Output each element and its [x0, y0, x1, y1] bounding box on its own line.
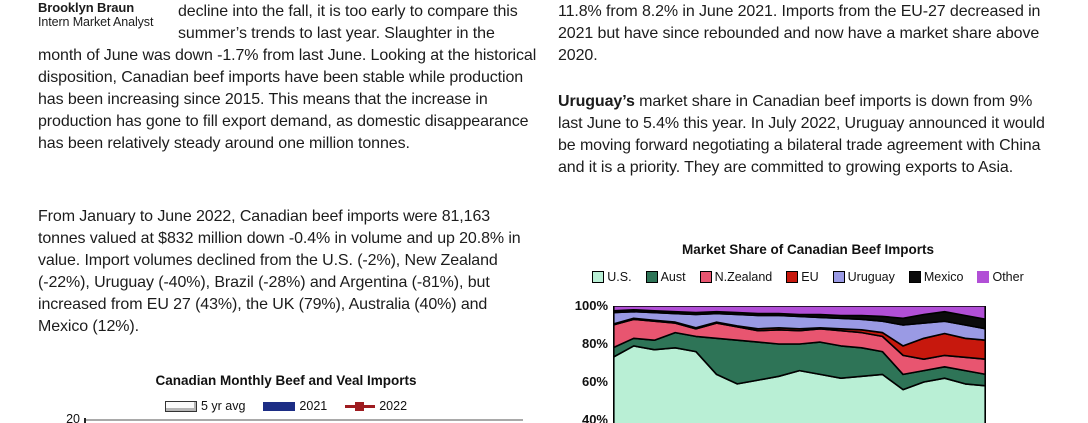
byline-author-role: Intern Market Analyst [38, 15, 154, 29]
legend-square-icon [786, 271, 799, 283]
right-legend-item-mexico: Mexico [908, 270, 964, 284]
monthly-imports-chart: Canadian Monthly Beef and Veal Imports 5… [38, 368, 534, 423]
legend-label: EU [801, 270, 819, 284]
ytick-40: 40% [581, 412, 608, 423]
legend-square-icon [645, 271, 658, 283]
byline-author-name: Brooklyn Braun [38, 0, 135, 15]
ytick-80: 80% [581, 336, 608, 351]
legend-square-icon [832, 271, 845, 283]
legend-swatch-2021-bar-icon [263, 401, 296, 411]
area-other [613, 306, 986, 321]
left-legend-item-2021: 2021 [263, 399, 327, 413]
legend-label: 2022 [379, 399, 408, 413]
market-share-chart: Market Share of Canadian Beef Imports U.… [558, 236, 1058, 423]
ytick-100: 100% [574, 298, 608, 313]
right-legend-item-uruguay: Uruguay [832, 270, 895, 284]
left-legend-item-2022: 2022 [345, 399, 407, 413]
monthly-imports-chart-title: Canadian Monthly Beef and Veal Imports [155, 373, 417, 388]
right-paragraph-1-text: 11.8% from 8.2% in June 2021. Imports fr… [558, 3, 1041, 64]
left-paragraph-2: From January to June 2022, Canadian beef… [38, 206, 538, 338]
legend-swatch-2022-line-marker-icon [345, 401, 376, 411]
byline: Brooklyn Braun Intern Market Analyst [38, 1, 174, 41]
left-chart-ytick-mark [84, 418, 86, 423]
stacked-area-plot [613, 306, 986, 423]
legend-label: Other [992, 270, 1024, 284]
left-chart-ytick-20: 20 [66, 412, 80, 423]
right-legend-item-aust: Aust [645, 270, 686, 284]
left-chart-gridline [86, 419, 523, 421]
left-legend-item-5-yr-avg: 5 yr avg [164, 399, 246, 413]
right-paragraph-2-text: market share in Canadian beef imports is… [558, 93, 1045, 176]
legend-label: Aust [660, 270, 686, 284]
legend-label: N.Zealand [714, 270, 773, 284]
legend-swatch-5yr-avg-bar-icon [164, 400, 197, 412]
legend-label: U.S. [607, 270, 632, 284]
legend-square-marker [355, 401, 365, 411]
right-paragraph-2-lead: Uruguay’s [558, 93, 635, 110]
left-paragraph-1: Brooklyn Braun Intern Market Analyst dec… [38, 1, 538, 155]
legend-label: 2021 [299, 399, 328, 413]
right-paragraph-2: Uruguay’s market share in Canadian beef … [558, 91, 1058, 179]
legend-square-icon [908, 271, 921, 283]
legend-label: Uruguay [847, 270, 895, 284]
legend-label: Mexico [923, 270, 964, 284]
legend-square-icon [699, 271, 712, 283]
market-share-chart-title: Market Share of Canadian Beef Imports [681, 242, 935, 257]
legend-label: 5 yr avg [200, 399, 246, 413]
ytick-60: 60% [581, 374, 608, 389]
left-paragraph-1-text: decline into the fall, it is too early t… [38, 3, 537, 152]
right-legend-item-u-s-: U.S. [592, 270, 632, 284]
legend-square-icon [592, 271, 605, 283]
left-chart-legend: 5 yr avg 2021 2022 [38, 399, 534, 413]
left-paragraph-2-text: From January to June 2022, Canadian beef… [38, 208, 521, 335]
right-legend-item-n-zealand: N.Zealand [699, 270, 773, 284]
legend-square-icon [977, 271, 990, 283]
right-legend-item-eu: EU [786, 270, 819, 284]
right-chart-legend: U.S. Aust N.Zealand EU Uruguay Mexico Other [558, 270, 1058, 284]
right-legend-item-other: Other [977, 270, 1024, 284]
right-paragraph-1: 11.8% from 8.2% in June 2021. Imports fr… [558, 1, 1058, 67]
